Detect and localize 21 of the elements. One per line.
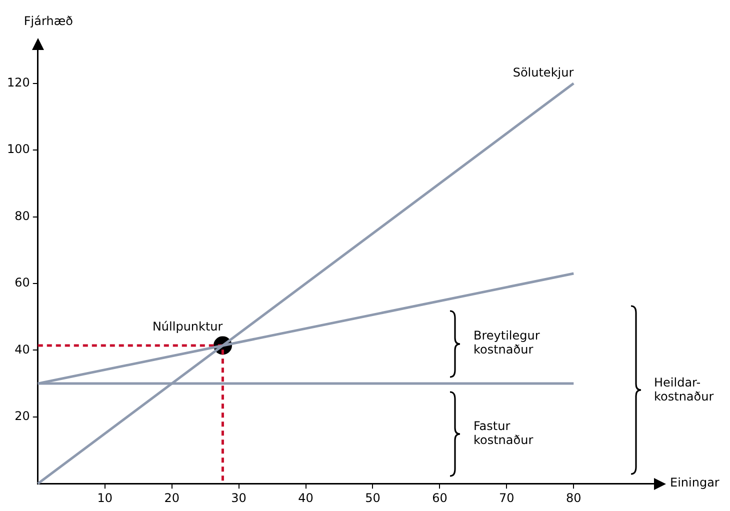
series-label: Sölutekjur xyxy=(512,65,574,80)
x-axis-title: Einingar xyxy=(670,476,720,490)
annotation: Fastur kostnaður xyxy=(473,418,534,447)
x-tick-label: 30 xyxy=(231,490,246,505)
x-tick-label: 10 xyxy=(97,490,113,505)
x-tick-label: 20 xyxy=(164,490,180,505)
y-tick-label: 100 xyxy=(7,142,30,156)
annotation: Heildar- kostnaður xyxy=(654,376,714,404)
x-tick-label: 70 xyxy=(499,490,514,505)
x-tick-label: 80 xyxy=(566,490,582,505)
y-tick-label: 40 xyxy=(14,342,30,356)
x-tick-label: 50 xyxy=(365,490,380,505)
y-tick-label: 120 xyxy=(7,75,30,90)
y-tick-label: 60 xyxy=(14,276,30,290)
y-tick-label: 20 xyxy=(14,409,30,424)
y-tick-label: 80 xyxy=(14,208,30,223)
x-tick-label: 40 xyxy=(298,490,314,505)
y-axis-title: Fjárhæð xyxy=(24,14,73,28)
annotation: Breytilegur kostnaður xyxy=(473,328,540,357)
annotation: Núllpunktur xyxy=(152,320,223,334)
x-tick-label: 60 xyxy=(432,490,448,505)
